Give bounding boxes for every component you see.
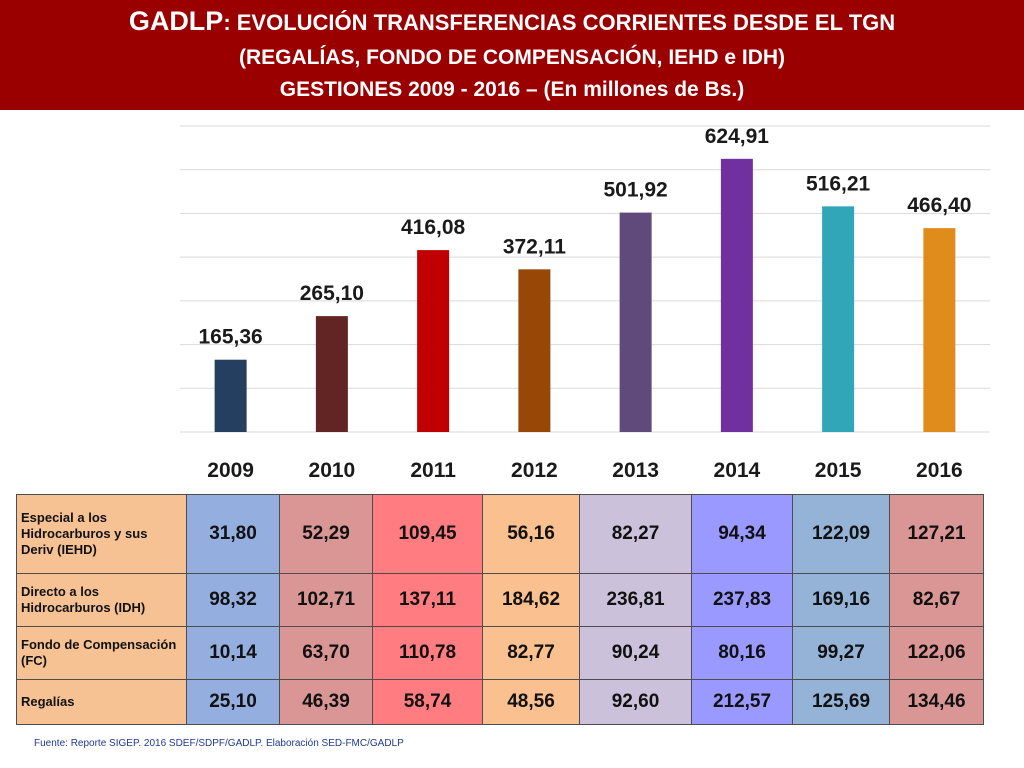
- bar-2012: [518, 269, 551, 432]
- value-label-2009: 165,36: [199, 326, 263, 349]
- bar-2014: [720, 158, 753, 432]
- row-label: Especial a los Hidrocarburos y sus Deriv…: [16, 494, 187, 574]
- value-label-2014: 624,91: [705, 125, 770, 148]
- table-cell: 122,09: [792, 494, 890, 574]
- title-line-1: GADLP: EVOLUCIÓN TRANSFERENCIAS CORRIENT…: [0, 6, 1024, 38]
- table-cell: 92,60: [579, 679, 692, 725]
- row-label: Fondo de Compensación (FC): [16, 626, 187, 680]
- x-tick-label-2013: 2013: [612, 459, 659, 482]
- title-line-3: GESTIONES 2009 - 2016 – (En millones de …: [279, 78, 745, 101]
- table-cell: 127,21: [889, 494, 984, 574]
- value-label-2012: 372,11: [503, 235, 566, 258]
- value-labels: 165,36 265,10 416,08 372,11 501,92 624,91 516,…: [199, 125, 972, 349]
- x-tick-label-2015: 2015: [815, 459, 862, 482]
- table-cell: 110,78: [372, 626, 483, 680]
- table-cell: 56,16: [482, 494, 580, 574]
- value-label-2016: 466,40: [907, 194, 971, 217]
- title-rest: : EVOLUCIÓN TRANSFERENCIAS CORRIENTES DE…: [223, 10, 896, 35]
- value-label-2011: 416,08: [401, 216, 466, 239]
- table-cell: 99,27: [792, 626, 890, 680]
- x-tick-label-2010: 2010: [309, 459, 356, 482]
- table-cell: 137,11: [372, 573, 483, 627]
- table-row: Fondo de Compensación (FC) 10,14 63,70 110,…: [16, 626, 984, 680]
- title-line-2: (REGALÍAS, FONDO DE COMPENSACIÓN, IEHD e…: [238, 46, 786, 69]
- x-tick-label-2016: 2016: [916, 459, 963, 482]
- table-cell: 184,62: [482, 573, 580, 627]
- table-cell: 125,69: [792, 679, 890, 725]
- bar-2011: [417, 250, 450, 432]
- bar-chart: 165,36 265,10 416,08 372,11 501,92 624,91 516,…: [180, 125, 990, 482]
- table-cell: 109,45: [372, 494, 483, 574]
- title-banner: GADLP: EVOLUCIÓN TRANSFERENCIAS CORRIENT…: [0, 0, 1024, 110]
- table-cell: 48,56: [482, 679, 580, 725]
- table-cell: 63,70: [279, 626, 373, 680]
- table-cell: 98,32: [186, 573, 280, 627]
- bars: [214, 158, 956, 432]
- table-cell: 46,39: [279, 679, 373, 725]
- gridlines: [180, 125, 990, 433]
- source-note: Fuente: Reporte SIGEP. 2016 SDEF/SDPF/GA…: [34, 738, 404, 749]
- table-cell: 80,16: [691, 626, 793, 680]
- table-cell: 237,83: [691, 573, 793, 627]
- bar-2016: [923, 228, 956, 432]
- table-cell: 94,34: [691, 494, 793, 574]
- table-cell: 169,16: [792, 573, 890, 627]
- value-label-2015: 516,21: [806, 172, 871, 195]
- table-row: Directo a los Hidrocarburos (IDH) 98,32 10…: [16, 573, 984, 627]
- x-tick-label-2012: 2012: [511, 459, 558, 482]
- table-cell: 31,80: [186, 494, 280, 574]
- data-table: Especial a los Hidrocarburos y sus Deriv…: [16, 494, 984, 725]
- table-row: Especial a los Hidrocarburos y sus Deriv…: [16, 494, 984, 574]
- table-cell: 52,29: [279, 494, 373, 574]
- table-cell: 90,24: [579, 626, 692, 680]
- row-label: Regalías: [16, 679, 187, 725]
- table-row: Regalías 25,10 46,39 58,74 48,56 92,60 212,57 1…: [16, 679, 984, 725]
- table-cell: 10,14: [186, 626, 280, 680]
- table-cell: 122,06: [889, 626, 984, 680]
- table-cell: 134,46: [889, 679, 984, 725]
- table-cell: 82,27: [579, 494, 692, 574]
- table-cell: 58,74: [372, 679, 483, 725]
- row-label: Directo a los Hidrocarburos (IDH): [16, 573, 187, 627]
- table-cell: 236,81: [579, 573, 692, 627]
- table-cell: 82,77: [482, 626, 580, 680]
- title-prefix: GADLP: [128, 6, 224, 36]
- table-cell: 25,10: [186, 679, 280, 725]
- value-label-2010: 265,10: [300, 282, 364, 305]
- table-cell: 82,67: [889, 573, 984, 627]
- x-tick-label-2011: 2011: [410, 459, 456, 482]
- bar-2013: [619, 212, 652, 432]
- table-cell: 212,57: [691, 679, 793, 725]
- x-axis-labels: 2009 2010 2011 2012 2013 2014 2015 2016: [207, 459, 962, 482]
- table-cell: 102,71: [279, 573, 373, 627]
- bar-2015: [822, 206, 855, 432]
- value-label-2013: 501,92: [604, 179, 668, 202]
- x-tick-label-2014: 2014: [714, 459, 761, 482]
- bar-2010: [315, 316, 348, 432]
- bar-2009: [214, 359, 247, 432]
- x-tick-label-2009: 2009: [207, 459, 254, 482]
